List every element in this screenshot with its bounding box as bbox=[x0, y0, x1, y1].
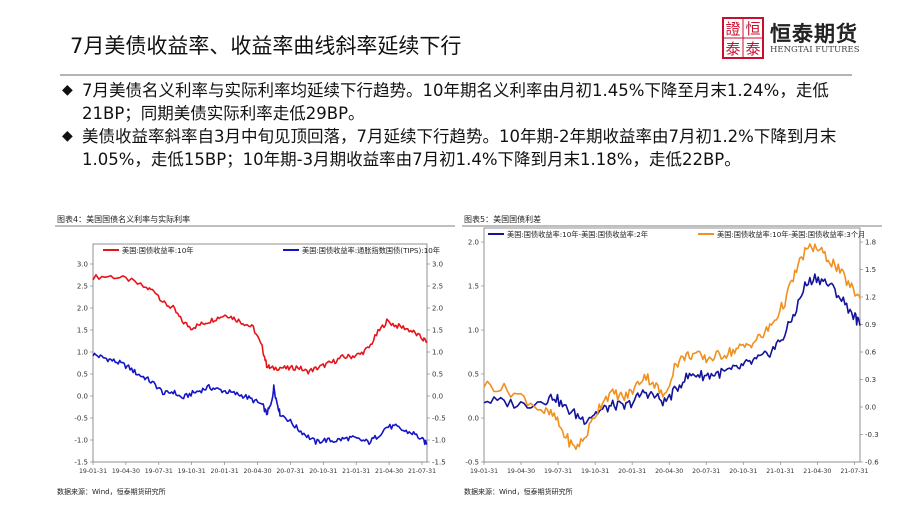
x-tick-label: 21-01-31 bbox=[766, 468, 794, 475]
left-tick-label: 1.0 bbox=[77, 349, 88, 357]
chart-right-panel: 图表5：美国国债利差 2.0 1.5 1.0 0.5 0.0 -0.5 1.8 1.5 1.2 0.… bbox=[462, 212, 882, 502]
bullet-item: ◆ 美债收益率斜率自3月中旬见顶回落，7月延续下行趋势。10年期-2年期收益率由… bbox=[62, 125, 862, 171]
x-tick-label: 20-07-31 bbox=[692, 468, 720, 475]
legend-label: 美国:国债收益率:通胀指数国债(TIPS):10年 bbox=[302, 246, 440, 255]
left-tick-label: 2.0 bbox=[77, 305, 88, 313]
right-tick-label: -1.5 bbox=[432, 459, 446, 467]
x-tick-label: 20-01-31 bbox=[211, 468, 239, 475]
x-tick-label: 20-04-30 bbox=[243, 468, 271, 475]
chart-caption: 图表4：美国国债名义利率与实际利率 bbox=[57, 214, 190, 224]
x-tick-label: 20-10-31 bbox=[309, 468, 337, 475]
chart-caption: 图表5：美国国债利差 bbox=[464, 214, 541, 224]
logo-subtitle: HENGTAI FUTURES bbox=[770, 45, 860, 55]
diamond-bullet-icon: ◆ bbox=[62, 82, 73, 98]
right-tick-label: -0.6 bbox=[865, 459, 879, 467]
left-tick-label: -0.5 bbox=[465, 459, 479, 467]
x-tick-label: 20-04-30 bbox=[655, 468, 683, 475]
left-tick-label: 0.0 bbox=[468, 415, 479, 423]
plot-frame bbox=[483, 227, 861, 463]
series-line-2 bbox=[483, 243, 861, 451]
x-tick-label: 19-01-31 bbox=[79, 468, 107, 475]
right-tick-label: 0.0 bbox=[432, 393, 443, 401]
left-tick-label: -1.5 bbox=[74, 459, 88, 467]
x-tick-label: 21-01-31 bbox=[342, 468, 370, 475]
logo-glyph: 泰 bbox=[745, 40, 760, 58]
x-tick-label: 19-01-31 bbox=[470, 468, 498, 475]
left-tick-label: 0.5 bbox=[77, 371, 88, 379]
x-tick-label: 21-04-30 bbox=[803, 468, 831, 475]
legend-label: 美国:国债收益率:10年-美国:国债收益率:2年 bbox=[507, 230, 648, 239]
logo-seal-icon: 證 恒 泰 泰 bbox=[722, 17, 764, 59]
left-tick-label: 3.0 bbox=[77, 261, 88, 269]
x-tick-label: 19-10-31 bbox=[178, 468, 206, 475]
logo-glyph: 證 bbox=[725, 20, 740, 38]
series-line-1 bbox=[483, 273, 861, 425]
page-title: 7月美债收益率、收益率曲线斜率延续下行 bbox=[70, 34, 462, 58]
left-tick-label: 1.0 bbox=[468, 327, 479, 335]
left-tick-label: -0.5 bbox=[74, 415, 88, 423]
left-tick-label: 1.5 bbox=[77, 327, 88, 335]
chart-yield-spread: 图表5：美国国债利差 2.0 1.5 1.0 0.5 0.0 -0.5 1.8 1.5 1.2 0.… bbox=[462, 214, 882, 496]
right-tick-label: 2.5 bbox=[432, 283, 443, 291]
left-tick-label: 1.5 bbox=[468, 283, 479, 291]
series-line-1 bbox=[92, 274, 428, 375]
x-tick-label: 19-04-30 bbox=[112, 468, 140, 475]
chart-source: 数据来源：Wind，恒泰期货研究所 bbox=[57, 487, 166, 496]
x-tick-label: 20-07-31 bbox=[276, 468, 304, 475]
chart-source: 数据来源：Wind，恒泰期货研究所 bbox=[464, 487, 573, 496]
left-tick-label: 0.0 bbox=[77, 393, 88, 401]
left-tick-label: 2.5 bbox=[77, 283, 88, 291]
left-tick-label: -1.0 bbox=[74, 437, 88, 445]
x-tick-label: 21-07-31 bbox=[840, 468, 868, 475]
logo-glyph: 恒 bbox=[745, 20, 760, 38]
series-line-2 bbox=[92, 352, 428, 446]
diamond-bullet-icon: ◆ bbox=[62, 128, 73, 144]
x-tick-label: 19-07-31 bbox=[145, 468, 173, 475]
right-tick-label: 1.5 bbox=[432, 327, 443, 335]
right-tick-label: 3.0 bbox=[432, 261, 443, 269]
right-tick-label: 2.0 bbox=[432, 305, 443, 313]
x-tick-label: 19-04-30 bbox=[507, 468, 535, 475]
left-tick-label: 2.0 bbox=[468, 239, 479, 247]
right-tick-label: 1.8 bbox=[865, 239, 876, 247]
left-tick-label: 0.5 bbox=[468, 371, 479, 379]
right-tick-label: 0.6 bbox=[865, 349, 877, 357]
right-tick-label: 1.5 bbox=[865, 266, 876, 274]
logo-glyph: 泰 bbox=[725, 40, 740, 58]
legend-label: 美国:国债收益率:10年 bbox=[122, 246, 194, 255]
right-tick-label: -0.5 bbox=[432, 415, 446, 423]
right-tick-label: 1.0 bbox=[432, 349, 443, 357]
right-tick-label: 0.9 bbox=[865, 321, 876, 329]
chart-nominal-real-yield: 图表4：美国国债名义利率与实际利率 3.0 2.5 2.0 1.5 1.0 0.5 0.0 -0… bbox=[55, 214, 455, 496]
right-tick-label: 1.2 bbox=[865, 294, 876, 302]
right-tick-label: 0.5 bbox=[432, 371, 443, 379]
bullet-text: 美债收益率斜率自3月中旬见顶回落，7月延续下行趋势。10年期-2年期收益率由7月… bbox=[82, 127, 837, 169]
x-tick-label: 20-10-31 bbox=[729, 468, 757, 475]
x-tick-label: 21-07-31 bbox=[408, 468, 436, 475]
x-tick-label: 19-07-31 bbox=[544, 468, 572, 475]
bullet-item: ◆ 7月美债名义利率与实际利率均延续下行趋势。10年期名义利率由月初1.45%下… bbox=[62, 79, 862, 125]
right-tick-label: 0.0 bbox=[865, 404, 876, 412]
x-tick-label: 21-04-30 bbox=[375, 468, 403, 475]
right-tick-label: -0.3 bbox=[865, 431, 879, 439]
x-tick-label: 19-10-31 bbox=[581, 468, 609, 475]
right-tick-label: 0.3 bbox=[865, 376, 876, 384]
logo-name: 恒泰期货 bbox=[770, 22, 858, 46]
bullet-list: ◆ 7月美债名义利率与实际利率均延续下行趋势。10年期名义利率由月初1.45%下… bbox=[62, 79, 862, 171]
right-tick-label: -1.0 bbox=[432, 437, 446, 445]
bullet-text: 7月美债名义利率与实际利率均延续下行趋势。10年期名义利率由月初1.45%下降至… bbox=[82, 81, 829, 123]
x-tick-label: 20-01-31 bbox=[618, 468, 646, 475]
chart-left-panel: 图表4：美国国债名义利率与实际利率 3.0 2.5 2.0 1.5 1.0 0.5 0.0 -0… bbox=[55, 212, 465, 502]
legend-label: 美国:国债收益率:10年-美国:国债收益率:3个月 bbox=[717, 230, 865, 239]
title-divider bbox=[60, 74, 852, 76]
plot-frame bbox=[92, 243, 428, 463]
company-logo: 證 恒 泰 泰 恒泰期货 HENGTAI FUTURES bbox=[722, 17, 882, 67]
